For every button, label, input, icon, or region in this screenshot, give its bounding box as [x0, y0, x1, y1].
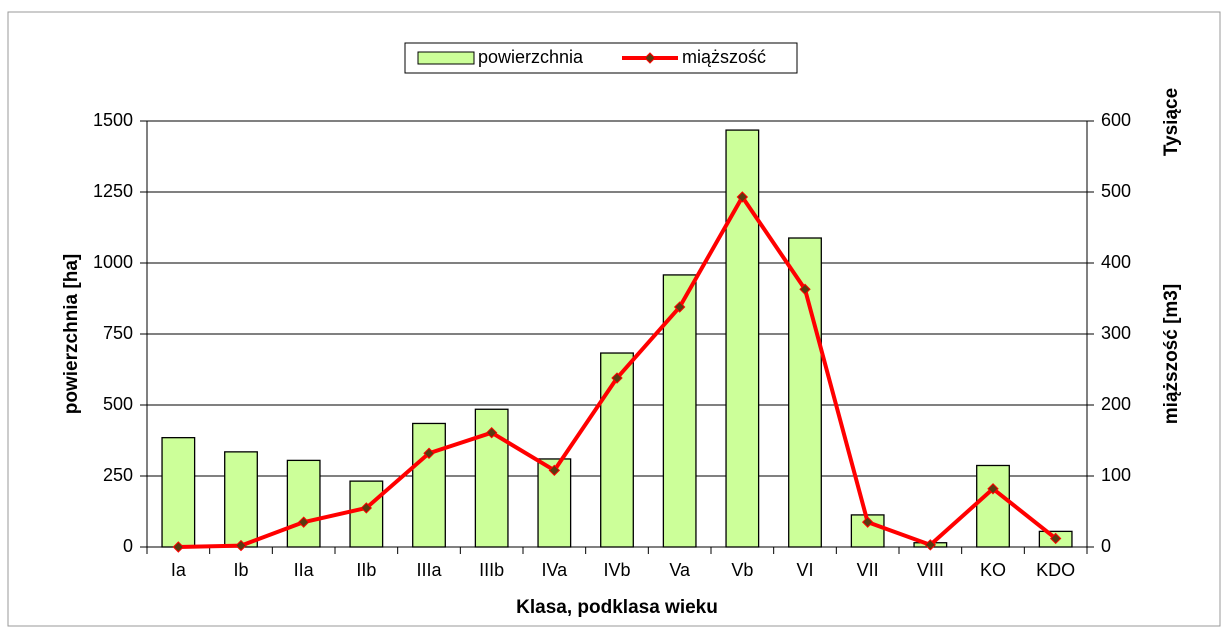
x-tick-label: VIII — [917, 560, 944, 580]
marker — [611, 372, 623, 384]
x-tick-label: VII — [857, 560, 879, 580]
x-tick-label: Va — [669, 560, 691, 580]
x-axis-label: Klasa, podklasa wieku — [516, 597, 718, 618]
x-tick-label: KDO — [1036, 560, 1075, 580]
bar — [161, 437, 196, 548]
y2-display-unit: Tysiące — [1161, 88, 1182, 156]
y-tick-label: 750 — [103, 323, 133, 343]
x-tick-label: IIb — [356, 560, 376, 580]
x-tick-label: IVa — [541, 560, 568, 580]
y2-axis-label: miąższość [m3] — [1161, 284, 1182, 424]
x-tick-label: KO — [980, 560, 1006, 580]
y2-tick-label: 100 — [1101, 465, 1131, 485]
x-tick-label: Ib — [233, 560, 248, 580]
legend-label: powierzchnia — [478, 47, 584, 67]
x-tick-label: IIIb — [479, 560, 504, 580]
marker — [172, 541, 185, 553]
marker — [987, 483, 999, 495]
y-tick-label: 1000 — [93, 252, 133, 272]
bar — [286, 459, 321, 548]
x-tick-label: IIIa — [416, 560, 442, 580]
y2-tick-label: 200 — [1101, 394, 1131, 414]
legend-swatch — [417, 51, 475, 65]
marker — [861, 516, 874, 528]
y2-tick-label: 400 — [1101, 252, 1131, 272]
bar — [662, 274, 697, 548]
y-tick-label: 1500 — [93, 110, 133, 130]
x-tick-label: IVb — [603, 560, 630, 580]
marker — [548, 464, 561, 477]
bar — [412, 422, 446, 548]
marker — [423, 447, 435, 459]
y2-tick-label: 300 — [1101, 323, 1131, 343]
y2-tick-label: 0 — [1101, 536, 1111, 556]
marker — [235, 539, 247, 552]
x-tick-label: VI — [796, 560, 813, 580]
legend-marker — [644, 52, 656, 64]
marker — [297, 516, 310, 528]
y-tick-label: 250 — [103, 465, 133, 485]
marker — [360, 502, 373, 514]
marker — [485, 426, 498, 439]
marker — [736, 191, 749, 203]
y2-tick-label: 500 — [1101, 181, 1131, 201]
y-tick-label: 500 — [103, 394, 133, 414]
bar — [600, 352, 634, 548]
bar — [850, 514, 885, 548]
marker — [924, 539, 937, 551]
bar — [537, 458, 572, 548]
bar — [224, 451, 258, 548]
x-tick-label: Ia — [171, 560, 187, 580]
marker — [673, 301, 686, 313]
y-tick-label: 1250 — [93, 181, 133, 201]
bar — [349, 480, 384, 548]
y-tick-label: 0 — [123, 536, 133, 556]
bar — [976, 464, 1010, 548]
y2-tick-label: 600 — [1101, 110, 1131, 130]
marker — [799, 283, 811, 295]
legend-label: miąższość — [682, 47, 766, 67]
marker — [1049, 532, 1062, 545]
x-tick-label: IIa — [294, 560, 315, 580]
x-tick-label: Vb — [731, 560, 753, 580]
y-axis-label: powierzchnia [ha] — [61, 254, 82, 414]
